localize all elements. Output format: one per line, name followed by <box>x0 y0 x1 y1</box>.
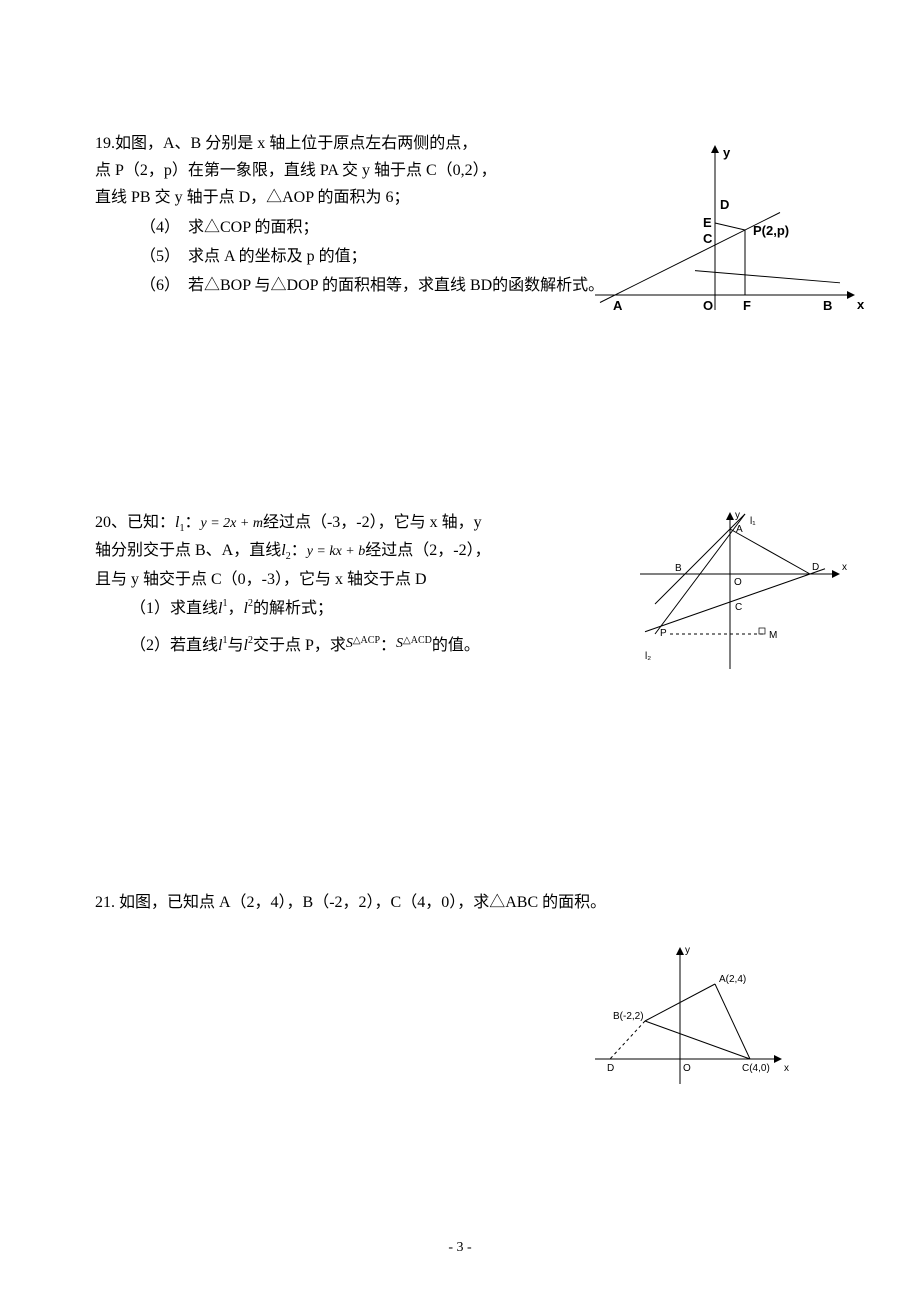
equation: y = kx + b <box>307 544 366 559</box>
equation: y = 2x + m <box>201 516 263 531</box>
svg-text:l₂: l₂ <box>645 651 651 662</box>
svg-text:O: O <box>703 298 713 310</box>
svg-text:x: x <box>842 562 847 573</box>
svg-text:P(2,p): P(2,p) <box>753 223 789 238</box>
svg-text:C: C <box>735 602 742 613</box>
text: 经过点（2，-2）， <box>365 542 490 559</box>
sub: △ACP <box>353 632 380 659</box>
text: 求直线 <box>170 595 218 622</box>
svg-text:B: B <box>675 563 682 574</box>
item-text: 若△BOP 与△DOP 的面积相等，求直线 BD的函数解析式。 <box>188 272 635 299</box>
item-num: （1） <box>130 595 170 622</box>
text: 经过点（-3，-2），它与 x 轴，y <box>263 514 482 531</box>
var-S: S <box>346 632 353 659</box>
text: 轴分别交于点 B、A，直线 <box>95 542 281 559</box>
svg-text:D: D <box>720 197 729 212</box>
svg-text:A(2,4): A(2,4) <box>719 974 746 985</box>
sub: △ACD <box>403 632 432 659</box>
var-S: S <box>396 632 403 659</box>
text: 已知： <box>127 514 175 531</box>
text: ： <box>380 632 396 659</box>
problem-20: 20、已知：l1：y = 2x + m经过点（-3，-2），它与 x 轴，y 轴… <box>95 509 825 659</box>
svg-text:O: O <box>683 1063 691 1074</box>
item-text: 求点 A 的坐标及 p 的值； <box>188 243 635 270</box>
sub-list: （1） 求直线l1，l2的解析式； （2） 若直线l1与l2交于点 P，求S△A… <box>95 595 655 659</box>
text: ， <box>227 595 243 622</box>
sub-item: （2） 若直线l1与l2交于点 P，求S△ACP：S△ACD的值。 <box>130 632 655 659</box>
svg-text:E: E <box>703 215 712 230</box>
item-num: （6） <box>140 272 188 299</box>
text: 点 P（2，p）在第一象限，直线 PA 交 y 轴于点 C（0,2）， <box>95 162 497 179</box>
problem-20-text: 20、已知：l1：y = 2x + m经过点（-3，-2），它与 x 轴，y 轴… <box>95 509 655 659</box>
page-number: - 3 - <box>448 1236 471 1260</box>
svg-text:A: A <box>736 524 743 535</box>
text: 直线 PB 交 y 轴于点 D，△AOP 的面积为 6； <box>95 189 410 206</box>
text: 交于点 P，求 <box>253 632 346 659</box>
svg-text:B(-2,2): B(-2,2) <box>613 1011 644 1022</box>
text: ： <box>291 542 307 559</box>
sub-item: （6） 若△BOP 与△DOP 的面积相等，求直线 BD的函数解析式。 <box>140 272 635 299</box>
diagram-21: y x A(2,4) B(-2,2) C(4,0) D O <box>590 939 790 1089</box>
sub-list: （4） 求△COP 的面积； （5） 求点 A 的坐标及 p 的值； （6） 若… <box>95 214 635 300</box>
problem-number: 21. <box>95 894 115 911</box>
item-num: （2） <box>130 632 170 659</box>
problem-number: 19. <box>95 135 115 152</box>
text: 与 <box>227 632 243 659</box>
sub-item: （5） 求点 A 的坐标及 p 的值； <box>140 243 635 270</box>
item-num: （5） <box>140 243 188 270</box>
svg-text:D: D <box>607 1063 614 1074</box>
problem-number: 20、 <box>95 514 127 531</box>
svg-text:D: D <box>812 562 819 573</box>
svg-text:F: F <box>743 298 751 310</box>
svg-text:x: x <box>784 1063 789 1074</box>
diagram-20: y x A B C D O P Ml₁ l₂ <box>630 504 850 674</box>
text: 如图，A、B 分别是 x 轴上位于原点左右两侧的点， <box>115 135 477 152</box>
problem-21-text: 21. 如图，已知点 A（2，4），B（-2，2），C（4，0），求△ABC 的… <box>95 889 825 916</box>
diagram-19: y x A B O F DEC P(2,p) <box>585 135 865 310</box>
svg-text:y: y <box>735 510 740 521</box>
problem-19-text: 19.如图，A、B 分别是 x 轴上位于原点左右两侧的点， 点 P（2，p）在第… <box>95 130 635 299</box>
text: 如图，已知点 A（2，4），B（-2，2），C（4，0），求△ABC 的面积。 <box>115 894 606 911</box>
problem-21: 21. 如图，已知点 A（2，4），B（-2，2），C（4，0），求△ABC 的… <box>95 889 825 916</box>
svg-text:C(4,0): C(4,0) <box>742 1063 770 1074</box>
sub-item: （1） 求直线l1，l2的解析式； <box>130 595 655 622</box>
sub-item: （4） 求△COP 的面积； <box>140 214 635 241</box>
text: ： <box>184 514 200 531</box>
svg-text:y: y <box>723 145 731 160</box>
svg-text:y: y <box>685 945 690 956</box>
svg-text:A: A <box>613 298 623 310</box>
svg-text:P: P <box>660 628 667 639</box>
svg-text:O: O <box>734 577 742 588</box>
text: 且与 y 轴交于点 C（0，-3），它与 x 轴交于点 D <box>95 571 427 588</box>
svg-text:x: x <box>857 297 865 310</box>
item-num: （4） <box>140 214 188 241</box>
svg-text:M: M <box>769 630 777 641</box>
text: 的值。 <box>432 632 480 659</box>
text: 的解析式； <box>253 595 333 622</box>
svg-text:C: C <box>703 231 713 246</box>
svg-text:B: B <box>823 298 832 310</box>
text: 若直线 <box>170 632 218 659</box>
problem-19: 19.如图，A、B 分别是 x 轴上位于原点左右两侧的点， 点 P（2，p）在第… <box>95 130 825 299</box>
item-text: 求△COP 的面积； <box>188 214 635 241</box>
svg-text:l₁: l₁ <box>750 516 756 527</box>
